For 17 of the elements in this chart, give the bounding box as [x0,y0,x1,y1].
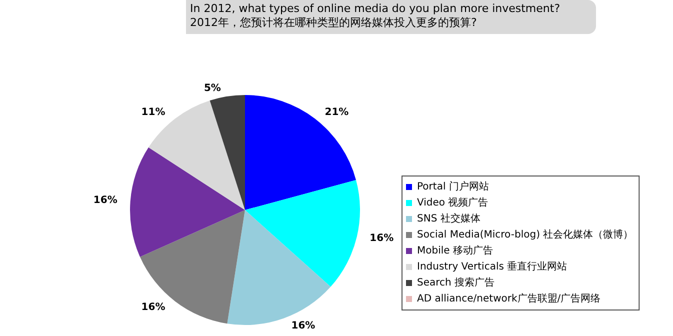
data-label: 16% [291,320,316,332]
legend-label: AD alliance/network广告联盟/广告网络 [417,292,601,304]
chart-title: In 2012, what types of online media do you plan more investment? [190,2,560,15]
data-label: 5% [204,82,221,94]
data-label: 16% [93,194,118,206]
chart-subtitle: 2012年，您预计将在哪种类型的网络媒体投入更多的预算? [190,16,477,29]
legend-label: SNS 社交媒体 [417,212,480,224]
data-label: 16% [370,232,394,244]
legend-label: Portal 门户网站 [417,180,489,192]
legend-label: Industry Verticals 垂直行业网站 [417,260,568,272]
legend-label: Video 视频广告 [417,196,488,208]
data-label: 11% [141,106,166,118]
data-label: 21% [324,106,349,118]
legend-label: Social Media(Micro-blog) 社会化媒体（微博） [417,228,634,240]
data-label: 16% [141,302,166,314]
legend-label: Search 搜索广告 [417,276,495,288]
legend-label: Mobile 移动广告 [417,244,493,256]
